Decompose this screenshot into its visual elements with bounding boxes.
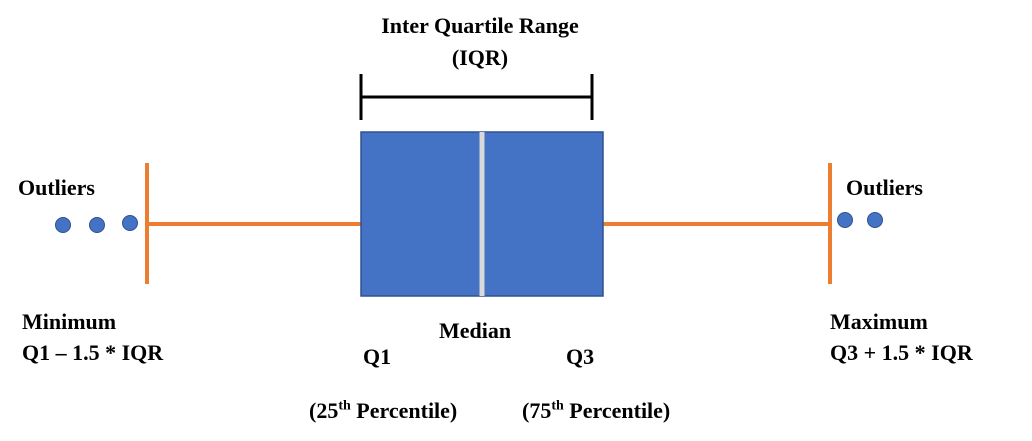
maximum-formula: Q3 + 1.5 * IQR xyxy=(830,340,973,365)
percentile-25-label: (25th Percentile) xyxy=(309,398,457,424)
q1-label: Q1 xyxy=(363,344,392,369)
percentile-25-suffix: th xyxy=(338,398,351,414)
percentile-75-open: (75 xyxy=(522,398,552,423)
outlier-dot-left-3 xyxy=(122,215,138,231)
outlier-dot-right-2 xyxy=(867,212,883,228)
minimum-formula: Q1 – 1.5 * IQR xyxy=(22,340,164,365)
percentile-25-close: Percentile) xyxy=(350,398,458,423)
iqr-abbr: (IQR) xyxy=(451,45,509,70)
outlier-dot-left-2 xyxy=(89,217,105,233)
percentile-75-label: (75th Percentile) xyxy=(522,398,670,424)
outliers-right-label: Outliers xyxy=(846,175,923,200)
maximum-label: Maximum xyxy=(830,309,928,334)
outliers-left-label: Outliers xyxy=(18,175,95,200)
outlier-dot-left-1 xyxy=(55,217,71,233)
outlier-dot-right-1 xyxy=(837,212,853,228)
percentile-25-open: (25 xyxy=(309,398,339,423)
median-label: Median xyxy=(439,318,512,343)
iqr-title: Inter Quartile Range xyxy=(381,13,579,38)
percentile-75-close: Percentile) xyxy=(563,398,671,423)
percentile-75-suffix: th xyxy=(551,398,564,414)
minimum-label: Minimum xyxy=(22,309,117,334)
q3-label: Q3 xyxy=(566,344,595,369)
iqr-bracket xyxy=(359,74,594,120)
